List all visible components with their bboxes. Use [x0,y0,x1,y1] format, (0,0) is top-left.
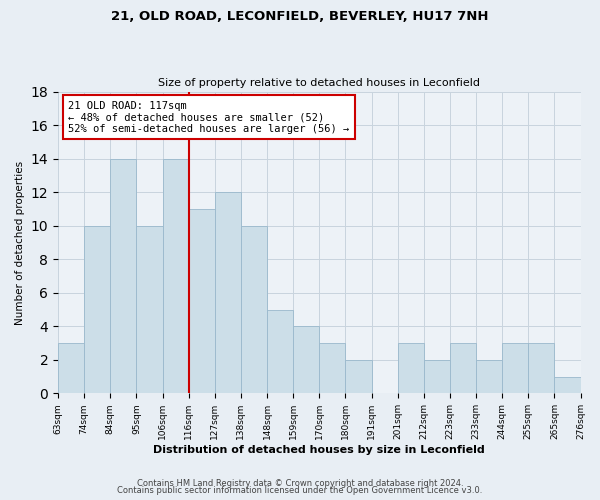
Bar [188,209,215,394]
Text: Contains HM Land Registry data © Crown copyright and database right 2024.: Contains HM Land Registry data © Crown c… [137,478,463,488]
Bar [293,326,319,394]
Bar [476,360,502,394]
Y-axis label: Number of detached properties: Number of detached properties [15,160,25,324]
Bar [398,343,424,394]
Title: Size of property relative to detached houses in Leconfield: Size of property relative to detached ho… [158,78,480,88]
Bar [84,226,110,394]
Bar [163,158,188,394]
Bar [267,310,293,394]
Bar [110,158,136,394]
Bar [58,343,84,394]
Bar [136,226,163,394]
Text: Contains public sector information licensed under the Open Government Licence v3: Contains public sector information licen… [118,486,482,495]
Bar [502,343,528,394]
Bar [424,360,450,394]
Bar [346,360,371,394]
Bar [215,192,241,394]
Bar [241,226,267,394]
Bar [319,343,346,394]
Bar [554,376,581,394]
Bar [528,343,554,394]
X-axis label: Distribution of detached houses by size in Leconfield: Distribution of detached houses by size … [154,445,485,455]
Bar [450,343,476,394]
Text: 21, OLD ROAD, LECONFIELD, BEVERLEY, HU17 7NH: 21, OLD ROAD, LECONFIELD, BEVERLEY, HU17… [111,10,489,23]
Text: 21 OLD ROAD: 117sqm
← 48% of detached houses are smaller (52)
52% of semi-detach: 21 OLD ROAD: 117sqm ← 48% of detached ho… [68,100,350,134]
